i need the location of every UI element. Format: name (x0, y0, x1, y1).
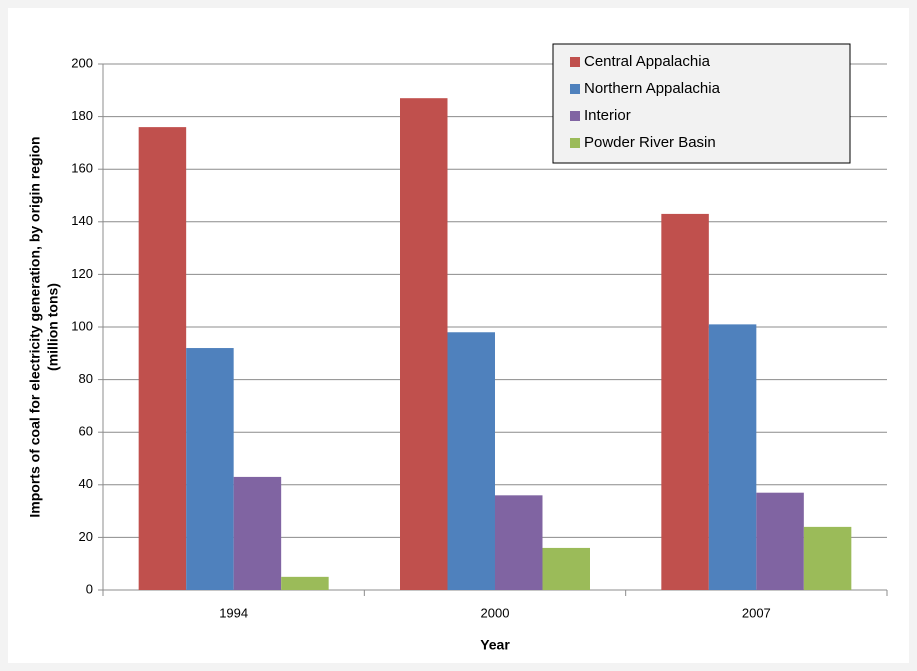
y-tick-label: 120 (71, 266, 93, 281)
y-tick-label: 100 (71, 318, 93, 333)
y-tick-label: 20 (79, 529, 93, 544)
y-tick-label: 40 (79, 476, 93, 491)
bar (756, 492, 804, 590)
legend-swatch (570, 111, 580, 121)
bar (186, 348, 234, 590)
y-tick-label: 140 (71, 213, 93, 228)
bar (233, 476, 282, 590)
bar (138, 127, 187, 591)
legend-box (552, 43, 851, 164)
legend-swatch (570, 84, 580, 94)
y-axis-label-line: (million tons) (45, 283, 61, 371)
legend-swatch (570, 138, 580, 148)
bar (447, 332, 495, 590)
y-axis-label: Imports of coal for electricity generati… (27, 136, 61, 517)
x-tick-label: 2007 (742, 605, 771, 620)
legend-label: Northern Appalachia (584, 80, 721, 97)
legend-label: Central Appalachia (584, 53, 711, 70)
bar (708, 324, 757, 590)
y-tick-label: 160 (71, 161, 93, 176)
bar (400, 98, 448, 590)
legend-swatch (570, 57, 580, 67)
y-tick-label: 60 (79, 424, 93, 439)
bar (281, 576, 329, 590)
y-axis-label-line: Imports of coal for electricity generati… (27, 136, 43, 517)
legend-label: Interior (584, 107, 631, 124)
bar (495, 495, 543, 590)
bar (542, 547, 590, 590)
legend-label: Powder River Basin (584, 134, 716, 151)
bar (803, 526, 852, 590)
y-tick-label: 200 (71, 55, 93, 70)
y-tick-label: 180 (71, 108, 93, 123)
x-axis-label: Year (480, 637, 510, 653)
bar (661, 213, 709, 590)
y-tick-label: 80 (79, 371, 93, 386)
x-tick-label: 1994 (219, 605, 248, 620)
y-tick-label: 0 (86, 581, 93, 596)
x-tick-label: 2000 (481, 605, 510, 620)
